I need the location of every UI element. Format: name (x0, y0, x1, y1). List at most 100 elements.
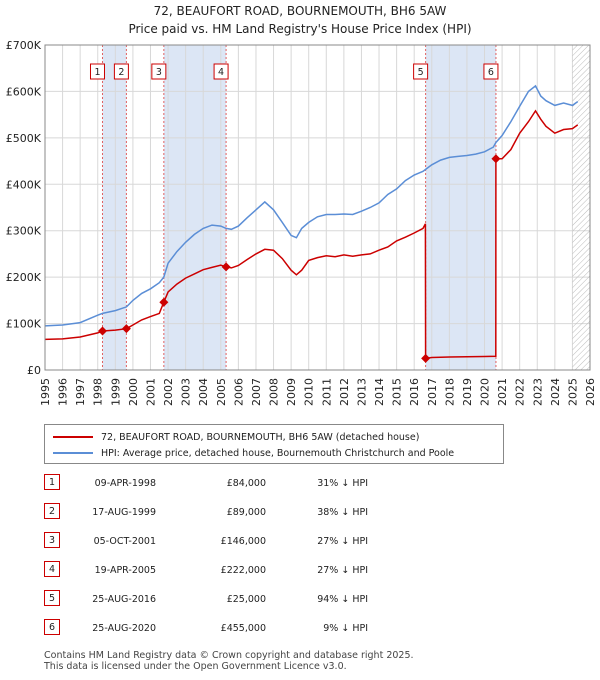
plot-frame (44, 44, 591, 371)
legend: 72, BEAUFORT ROAD, BOURNEMOUTH, BH6 5AW … (44, 424, 504, 464)
sale-box-5: 5 (413, 63, 429, 80)
sale-box-frame-5 (413, 63, 429, 80)
sale-price: £89,000 (226, 507, 266, 518)
sale-marker-6 (491, 154, 501, 164)
y-tick-200000: £200K (6, 271, 42, 284)
sale-box-frame-1 (89, 63, 105, 80)
sale-row-5: 5 25-AUG-2016 £25,000 94% ↓ HPI (44, 590, 444, 610)
legend-label-hpi: HPI: Average price, detached house, Bour… (101, 447, 455, 459)
sale-box-label-4: 4 (218, 67, 224, 78)
x-tick-2009: 2009 (285, 378, 298, 406)
x-tick-2016: 2016 (408, 378, 421, 406)
y-tick-300000: £300K (6, 225, 42, 238)
y-tick-700000: £700K (6, 39, 42, 52)
sale-box-2: 2 (113, 63, 129, 80)
sale-row-2: 2 17-AUG-1999 £89,000 38% ↓ HPI (44, 503, 444, 523)
sale-number-boxes: 1 2 3 4 5 6 (89, 63, 499, 80)
y-tick-0: £0 (27, 364, 41, 377)
x-tick-2019: 2019 (461, 378, 474, 406)
sale-box-label-5: 5 (418, 67, 424, 78)
sale-hpi-diff: 27% ↓ HPI (317, 565, 368, 576)
legend-label-property: 72, BEAUFORT ROAD, BOURNEMOUTH, BH6 5AW … (101, 431, 420, 443)
sale-box-label-6: 6 (488, 67, 494, 78)
sale-box-3: 3 (151, 63, 167, 80)
sale-marker-3 (159, 297, 169, 307)
sale-box-6: 6 (483, 63, 499, 80)
sale-marker-2 (121, 324, 131, 334)
sale-price: £84,000 (226, 478, 266, 489)
shade-band-2 (163, 45, 227, 370)
x-tick-2004: 2004 (197, 378, 210, 406)
sale-row-6: 6 25-AUG-2020 £455,000 9% ↓ HPI (44, 619, 444, 639)
series-line-hpi (44, 84, 579, 327)
x-tick-2011: 2011 (320, 378, 333, 406)
sale-number: 1 (44, 474, 60, 490)
y-tick-400000: £400K (6, 178, 42, 191)
x-tick-2015: 2015 (391, 378, 404, 406)
sale-box-frame-4 (213, 63, 229, 80)
x-tick-2020: 2020 (479, 378, 492, 406)
sale-row-1: 1 09-APR-1998 £84,000 31% ↓ HPI (44, 474, 444, 494)
sale-price: £146,000 (220, 536, 266, 547)
sale-row-4: 4 19-APR-2005 £222,000 27% ↓ HPI (44, 561, 444, 581)
x-tick-1995: 1995 (39, 378, 52, 406)
sale-box-4: 4 (213, 63, 229, 80)
x-tick-2021: 2021 (496, 378, 509, 406)
forecast-hatch (572, 45, 590, 370)
sale-date: 17-AUG-1999 (92, 507, 156, 518)
sale-box-label-2: 2 (118, 67, 124, 78)
x-tick-2012: 2012 (338, 378, 351, 406)
sale-row-3: 3 05-OCT-2001 £146,000 27% ↓ HPI (44, 532, 444, 552)
sale-box-frame-3 (151, 63, 167, 80)
footer-licence: This data is licensed under the Open Gov… (44, 661, 347, 672)
sale-price: £25,000 (226, 594, 266, 605)
axes (44, 44, 591, 371)
x-tick-2024: 2024 (549, 378, 562, 406)
x-tick-2000: 2000 (127, 378, 140, 406)
x-tick-2006: 2006 (232, 378, 245, 406)
chart-title: 72, BEAUFORT ROAD, BOURNEMOUTH, BH6 5AW (153, 4, 447, 18)
sale-number: 3 (44, 532, 60, 548)
x-tick-2001: 2001 (144, 378, 157, 406)
sale-date: 19-APR-2005 (94, 565, 156, 576)
sale-date: 25-AUG-2020 (92, 623, 156, 634)
x-tick-2014: 2014 (373, 378, 386, 406)
sale-date: 25-AUG-2016 (92, 594, 156, 605)
legend-item-property: 72, BEAUFORT ROAD, BOURNEMOUTH, BH6 5AW … (53, 429, 419, 445)
sale-hpi-diff: 31% ↓ HPI (317, 478, 368, 489)
x-tick-2013: 2013 (355, 378, 368, 406)
y-tick-100000: £100K (6, 318, 42, 331)
sale-date: 09-APR-1998 (94, 478, 156, 489)
sale-number: 6 (44, 619, 60, 635)
sale-date: 05-OCT-2001 (93, 536, 156, 547)
x-tick-1997: 1997 (74, 378, 87, 406)
sale-number: 4 (44, 561, 60, 577)
x-tick-2018: 2018 (443, 378, 456, 406)
x-tick-1998: 1998 (92, 378, 105, 406)
x-tick-2017: 2017 (426, 378, 439, 406)
sale-hpi-diff: 94% ↓ HPI (317, 594, 368, 605)
x-tick-labels: 1995 1996 1997 1998 1999 2000 2001 2002 2003 2004… (39, 378, 597, 406)
sale-period-shading (102, 45, 496, 370)
gridlines (44, 44, 591, 371)
x-tick-2005: 2005 (215, 378, 228, 406)
shade-band-1 (102, 45, 127, 370)
y-tick-labels: £0 £100K £200K £300K £400K £500K £600K £700K (6, 39, 42, 377)
x-tick-2025: 2025 (566, 378, 579, 406)
chart-subtitle: Price paid vs. HM Land Registry's House … (128, 22, 472, 36)
x-tick-2023: 2023 (531, 378, 544, 406)
y-tick-500000: £500K (6, 132, 42, 145)
x-tick-1996: 1996 (57, 378, 70, 406)
sale-price: £455,000 (220, 623, 266, 634)
x-tick-2007: 2007 (250, 378, 263, 406)
sale-hpi-diff: 38% ↓ HPI (317, 507, 368, 518)
sale-hpi-diff: 27% ↓ HPI (317, 536, 368, 547)
legend-swatch-hpi (53, 452, 93, 454)
sale-box-frame-6 (483, 63, 499, 80)
footer: Contains HM Land Registry data © Crown c… (44, 650, 414, 672)
x-tick-2010: 2010 (303, 378, 316, 406)
sale-number: 2 (44, 503, 60, 519)
footer-copyright: Contains HM Land Registry data © Crown c… (44, 650, 414, 661)
sale-marker-5 (421, 353, 431, 363)
